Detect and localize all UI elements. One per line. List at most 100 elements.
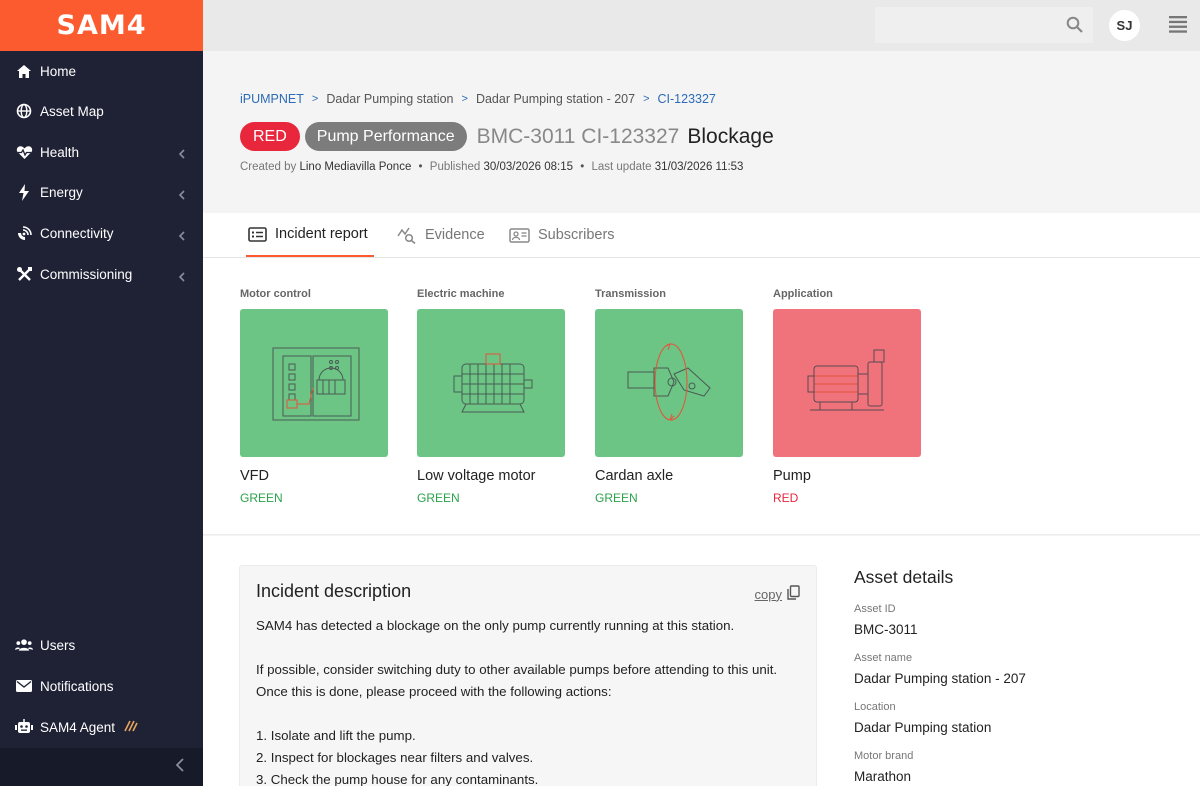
category-badge: Pump Performance: [304, 122, 467, 151]
breadcrumb-link[interactable]: Dadar Pumping station - 207: [475, 92, 636, 106]
sidebar-item-label: Users: [40, 637, 76, 653]
component-name: VFD: [240, 468, 269, 484]
status-badge: RED: [240, 122, 300, 151]
updated-date: 31/03/2026 11:53: [654, 161, 744, 173]
sidebar-item-label: Asset Map: [40, 103, 104, 119]
hamburger-menu-icon[interactable]: [1169, 16, 1187, 38]
tab-subscribers[interactable]: Subscribers: [509, 213, 615, 257]
incident-description-text: SAM4 has detected a blockage on the only…: [256, 615, 796, 786]
published-date: 30/03/2026 08:15: [483, 161, 574, 173]
incident-description-card: Incident description copy SAM4 has detec…: [239, 565, 817, 786]
chevron-left-icon: [177, 147, 187, 159]
robot-icon: [15, 718, 33, 736]
description-paragraph: If possible, consider switching duty to …: [256, 662, 778, 699]
contact-card-icon: [509, 227, 530, 243]
component-name: Low voltage motor: [417, 468, 536, 484]
breadcrumb-link[interactable]: iPUMPNET: [240, 92, 304, 106]
sidebar-item-label: Commissioning: [40, 267, 133, 283]
asset-details-title: Asset details: [854, 567, 954, 587]
component-status: GREEN: [595, 491, 638, 505]
component-category: Motor control: [240, 288, 311, 300]
envelope-icon: [15, 677, 33, 695]
incident-name: Blockage: [687, 124, 774, 148]
asset-field-label: Asset ID: [854, 603, 896, 615]
globe-icon: [15, 102, 33, 120]
tab-evidence[interactable]: Evidence: [397, 213, 485, 257]
home-icon: [15, 62, 33, 80]
bottom-nav: Users Notifications SAM4 Agent: [0, 625, 203, 747]
asset-field-value: BMC-3011: [854, 622, 918, 637]
copy-icon: [787, 585, 800, 603]
chevron-left-icon: [177, 188, 187, 200]
breadcrumb-separator: >: [643, 93, 650, 105]
users-icon: [15, 636, 33, 654]
action-step: 3. Check the pump house for any contamin…: [256, 772, 539, 786]
sidebar-item-asset-map[interactable]: Asset Map: [0, 91, 203, 132]
component-status: GREEN: [240, 491, 283, 505]
sidebar-item-notifications[interactable]: Notifications: [0, 666, 203, 707]
sidebar-item-label: Energy: [40, 185, 83, 201]
sidebar-item-users[interactable]: Users: [0, 625, 203, 666]
breadcrumb-link[interactable]: Dadar Pumping station: [326, 92, 454, 106]
tab-bar: Incident report Evidence Subscribers: [203, 213, 1200, 258]
meta-separator: •: [580, 161, 585, 173]
component-category: Transmission: [595, 288, 666, 300]
agent-label: SAM4 Agent: [40, 719, 116, 735]
lightning-icon: [15, 184, 33, 202]
incident-description-title: Incident description: [256, 581, 412, 601]
sidebar-item-label: Health: [40, 144, 80, 160]
main-content: iPUMPNET > Dadar Pumping station > Dadar…: [203, 51, 1200, 786]
sidebar-item-home[interactable]: Home: [0, 51, 203, 91]
breadcrumb: iPUMPNET > Dadar Pumping station > Dadar…: [240, 92, 716, 106]
asset-field-value: Marathon: [854, 769, 912, 784]
asset-field-value: Dadar Pumping station: [854, 720, 992, 735]
user-avatar[interactable]: SJ: [1109, 10, 1140, 41]
sidebar-item-energy[interactable]: Energy: [0, 173, 203, 214]
breadcrumb-current[interactable]: CI-123327: [657, 92, 716, 106]
action-step: 2. Inspect for blockages near filters an…: [256, 750, 534, 765]
top-bar: SJ: [203, 0, 1200, 51]
sidebar-item-connectivity[interactable]: Connectivity: [0, 213, 203, 254]
search-input[interactable]: [875, 7, 1093, 43]
heart-pulse-icon: [15, 143, 33, 161]
sidebar-item-label: Notifications: [40, 678, 114, 694]
component-name: Cardan axle: [595, 468, 674, 484]
component-status: GREEN: [417, 491, 460, 505]
incident-meta: Created by Lino Mediavilla Ponce • Publi…: [240, 161, 743, 173]
pump-icon[interactable]: [773, 309, 921, 457]
sidebar-item-health[interactable]: Health: [0, 132, 203, 173]
sidebar-item-sam4-agent[interactable]: SAM4 Agent: [0, 707, 203, 748]
tab-incident-report[interactable]: Incident report: [246, 213, 374, 257]
breadcrumb-separator: >: [461, 93, 468, 105]
motor-icon[interactable]: [417, 309, 565, 457]
tools-icon: [15, 266, 33, 284]
tab-label: Incident report: [275, 226, 368, 242]
asset-field-label: Motor brand: [854, 750, 914, 762]
chart-magnifier-icon: [397, 227, 417, 244]
component-status: RED: [773, 491, 799, 505]
breadcrumb-separator: >: [311, 93, 319, 105]
description-paragraph: SAM4 has detected a blockage on the only…: [256, 618, 735, 633]
asset-details-panel: Asset details Asset ID BMC-3011 Asset na…: [854, 567, 1154, 786]
asset-field-value: Dadar Pumping station - 207: [854, 671, 1026, 686]
sam4-logo[interactable]: SAM4: [0, 0, 203, 51]
published-label: Published: [429, 161, 481, 173]
satellite-icon: [15, 225, 33, 243]
cardan-axle-icon[interactable]: [595, 309, 743, 457]
asset-field-label: Location: [854, 701, 896, 713]
page-title: RED Pump Performance BMC-3011 CI-123327 …: [240, 122, 774, 151]
copy-button[interactable]: copy: [755, 585, 800, 603]
copy-label: copy: [754, 586, 782, 602]
sparkle-icon: [123, 720, 139, 735]
search-icon[interactable]: [1066, 16, 1083, 38]
vfd-cabinet-icon[interactable]: [240, 309, 388, 457]
chevron-left-icon: [177, 229, 187, 241]
component-category: Electric machine: [417, 288, 505, 300]
sidebar: SAM4 Home Asset Map Health Energy: [0, 0, 203, 786]
sidebar-collapse-button[interactable]: [0, 748, 203, 786]
report-icon: [248, 226, 267, 242]
asset-field-label: Asset name: [854, 652, 913, 664]
incident-id: BMC-3011 CI-123327: [476, 124, 680, 148]
tab-label: Evidence: [425, 227, 485, 243]
sidebar-item-commissioning[interactable]: Commissioning: [0, 254, 203, 295]
